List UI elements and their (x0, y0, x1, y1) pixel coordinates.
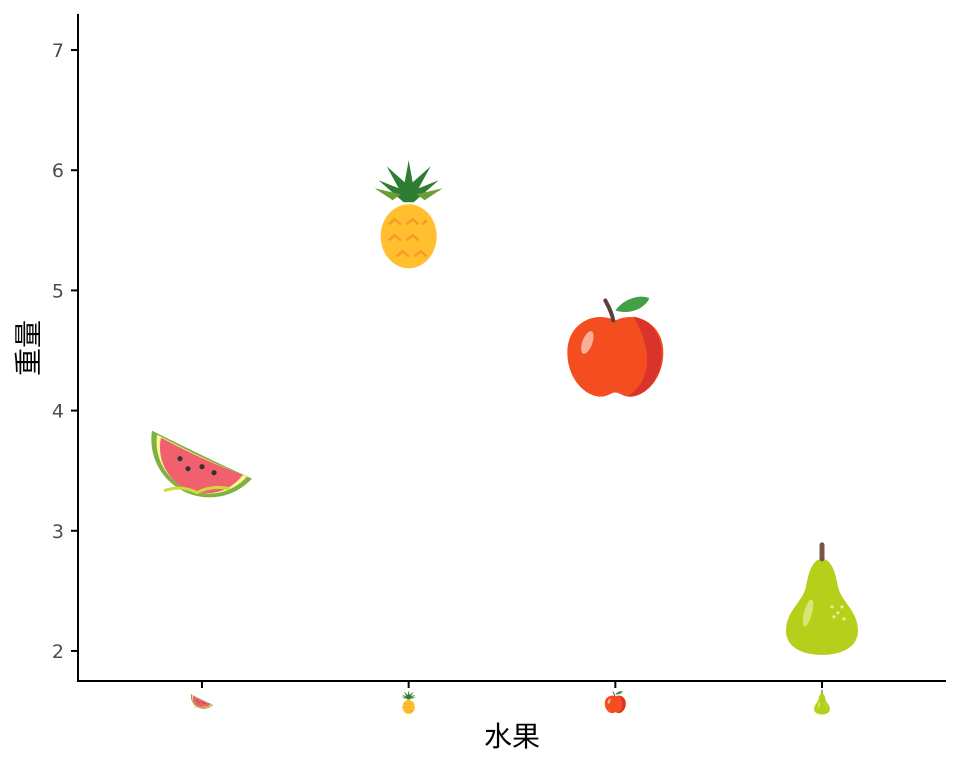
x-axis-title: 水果 (484, 720, 540, 753)
y-ticks: 2 3 4 5 6 7 (52, 40, 78, 663)
y-tick-label: 6 (52, 160, 64, 182)
watermelon-icon (190, 693, 214, 710)
y-tick-label: 3 (52, 521, 64, 543)
y-tick-label: 2 (52, 641, 64, 663)
apple-icon (604, 690, 627, 714)
data-point-apple-icon (565, 294, 666, 399)
y-axis-title: 重量 (12, 320, 45, 376)
y-tick-label: 5 (52, 280, 64, 302)
y-tick-label: 4 (52, 401, 64, 423)
y-tick-label: 7 (52, 40, 64, 62)
data-point-pear-icon (786, 545, 858, 655)
pineapple-icon (400, 689, 417, 715)
data-point-pineapple-icon (373, 159, 444, 270)
data-points (149, 159, 858, 655)
x-ticks (190, 681, 831, 715)
pear-icon (813, 689, 831, 715)
data-point-watermelon-icon (149, 429, 254, 499)
